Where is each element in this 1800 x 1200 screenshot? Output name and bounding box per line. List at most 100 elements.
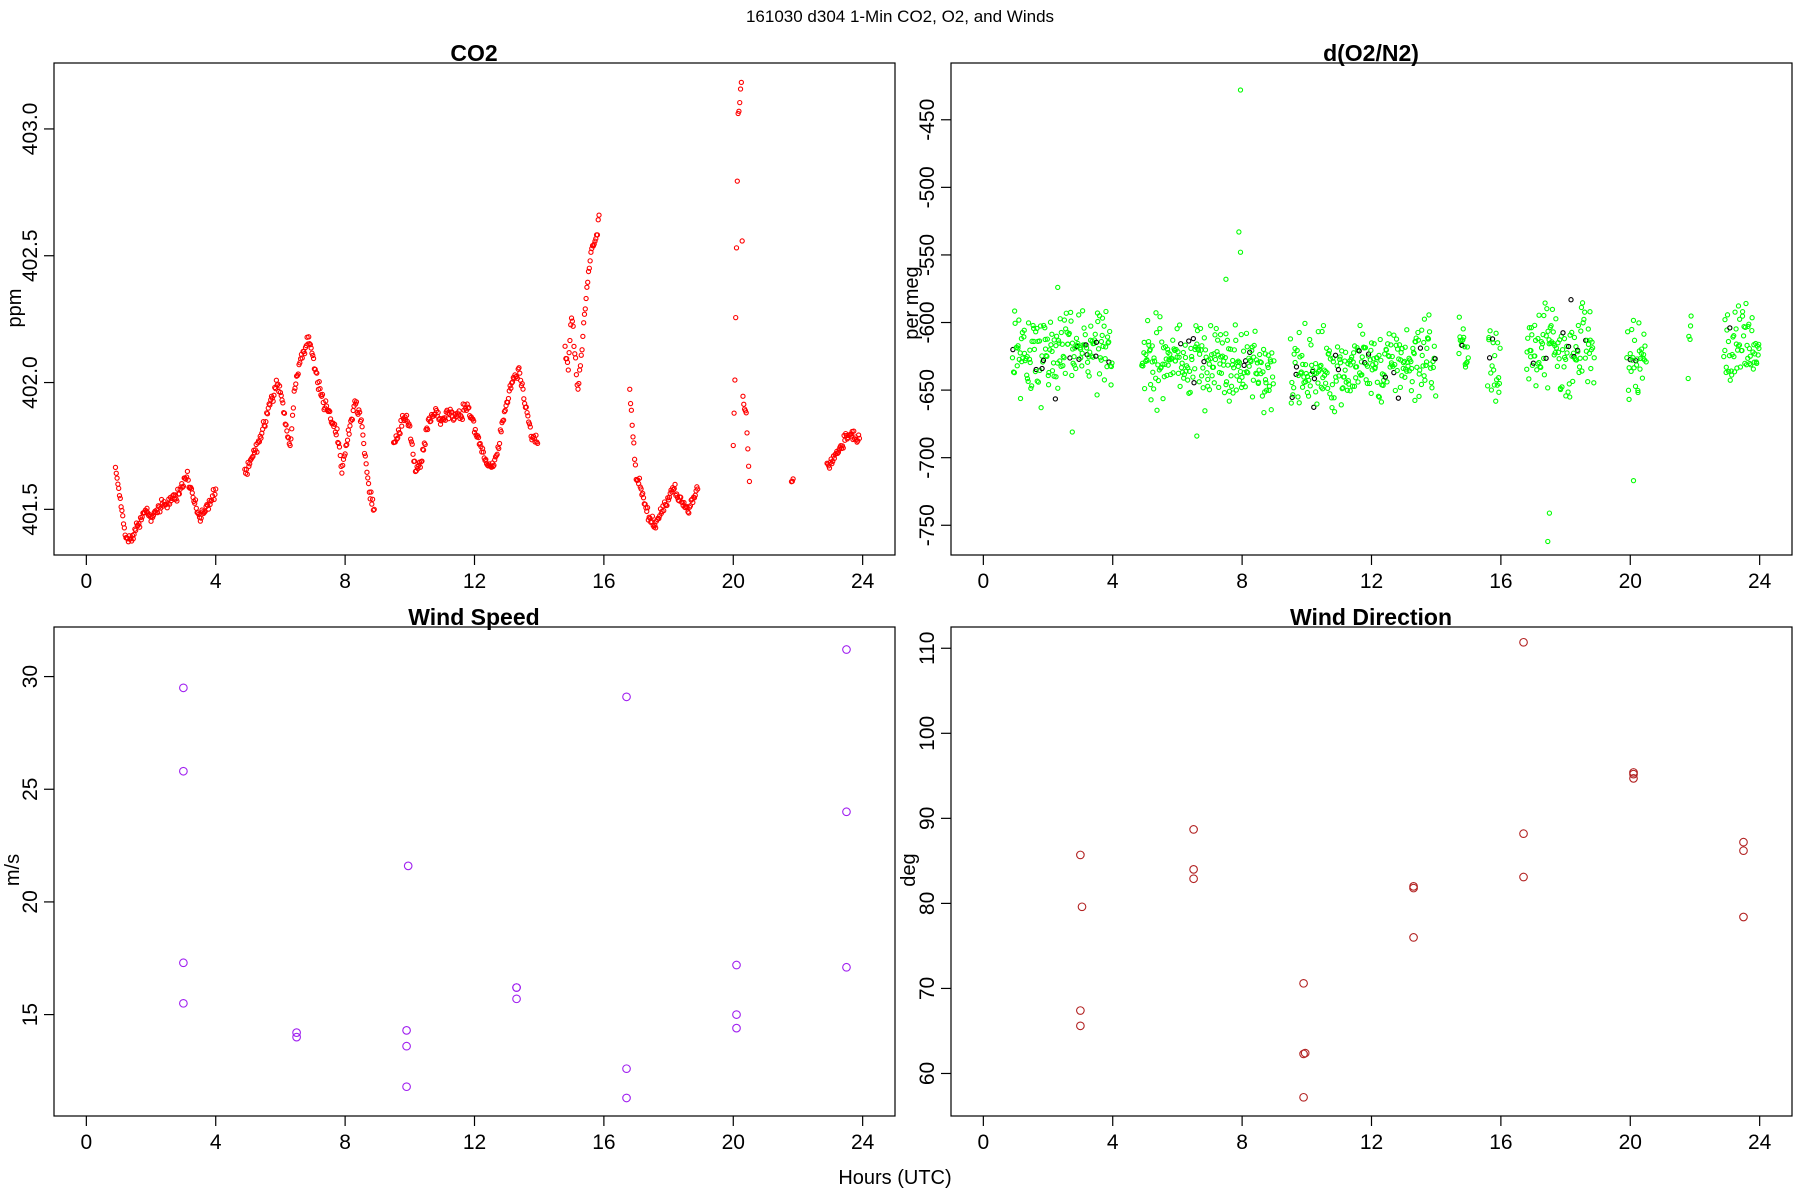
co2-point [121,525,128,531]
o2-point [1268,359,1274,365]
co2-point [585,279,591,285]
o2-point [1244,344,1250,350]
o2-point [1179,360,1185,366]
o2-point [1497,345,1503,351]
o2-point [1591,355,1597,361]
co2-point [445,416,452,422]
o2-point [1421,316,1428,322]
o2-point [1159,339,1165,345]
co2-point [580,333,586,340]
o2-point [1528,347,1534,354]
o2-point [1058,329,1064,336]
o2-point [1024,372,1030,378]
o2-point [1153,330,1160,336]
o2-point [1347,388,1353,394]
co2-point [369,496,376,502]
co2-point [566,349,572,356]
panel-wind-speed-point [842,807,851,817]
co2-point [307,341,313,348]
o2-point [1234,373,1240,379]
co2-point [270,398,276,404]
o2-point [1230,357,1236,364]
panel-co2-frame [53,62,896,556]
o2-point [1392,361,1398,368]
o2-point [1526,325,1533,331]
o2-point [1550,329,1556,335]
co2-point [367,496,373,502]
o2-point [1374,379,1381,385]
o2-point [1422,377,1428,383]
o2-point [1059,341,1065,347]
o2-point [1312,360,1319,367]
co2-point [251,450,258,456]
o2-point [1355,379,1361,385]
o2-outlier-point [1236,229,1242,235]
o2-point [1093,353,1099,359]
o2-point [1629,326,1635,333]
panel-o2-axes: 0 4 8 12 16 20 24 -750 -700 -650 -600 -550 -500 -450 [916,99,1772,593]
o2-point [1630,317,1637,324]
panel-wind-direction-point [1299,978,1308,988]
co2-point [364,469,370,475]
o2-point [1219,353,1226,359]
o2-point [1316,367,1323,373]
o2-point [1488,370,1494,376]
panel-wind-direction-ytick-label: 60 [916,1062,939,1085]
o2-point [1540,355,1547,362]
co2-point [258,435,264,441]
co2-point [519,380,525,387]
o2-point [1100,343,1106,350]
panel-o2-xtick-label: 4 [1107,570,1119,593]
o2-point [1633,362,1640,368]
o2-point [1559,347,1566,353]
co2-point [523,404,529,410]
o2-point [1311,370,1318,377]
o2-point [1204,370,1210,376]
o2-point [1639,375,1646,381]
o2-point [1040,357,1047,363]
o2-point [1236,377,1243,384]
co2-point [632,462,639,468]
o2-point [1360,331,1366,337]
o2-point [1461,334,1467,341]
panel-wind-direction-point [1519,872,1528,882]
o2-point [1541,372,1548,378]
o2-point [1319,328,1325,335]
o2-point [1491,382,1498,388]
co2-point [361,440,367,447]
o2-point [1026,356,1033,362]
o2-point [1308,342,1314,348]
o2-point [1035,379,1042,385]
o2-point [1218,370,1225,376]
o2-point [1496,389,1502,395]
o2-point [1524,366,1530,372]
co2-point [133,527,139,533]
o2-point [1031,346,1038,353]
o2-point [1188,353,1195,360]
co2-point [789,478,795,484]
co2-point [475,434,482,441]
co2-point [466,404,472,411]
o2-point [1098,338,1105,345]
o2-point [1342,358,1348,364]
o2-point [1194,341,1200,347]
o2-point [1388,342,1394,348]
o2-point [1405,363,1411,369]
o2-point [1067,309,1074,316]
o2-point [1060,362,1066,369]
o2-point [1484,383,1491,389]
o2-point [1431,343,1437,349]
o2-point [1198,373,1205,379]
o2-point [1416,393,1422,400]
co2-point [424,426,431,433]
panel-wind-direction-point [1519,637,1528,647]
co2-point [334,426,340,432]
o2-point [1344,387,1350,393]
o2-point [1228,383,1235,389]
o2-point [1178,341,1184,347]
o2-point [1191,380,1197,386]
o2-point [1049,331,1055,337]
o2-point [1307,383,1313,389]
o2-point [1055,338,1062,344]
